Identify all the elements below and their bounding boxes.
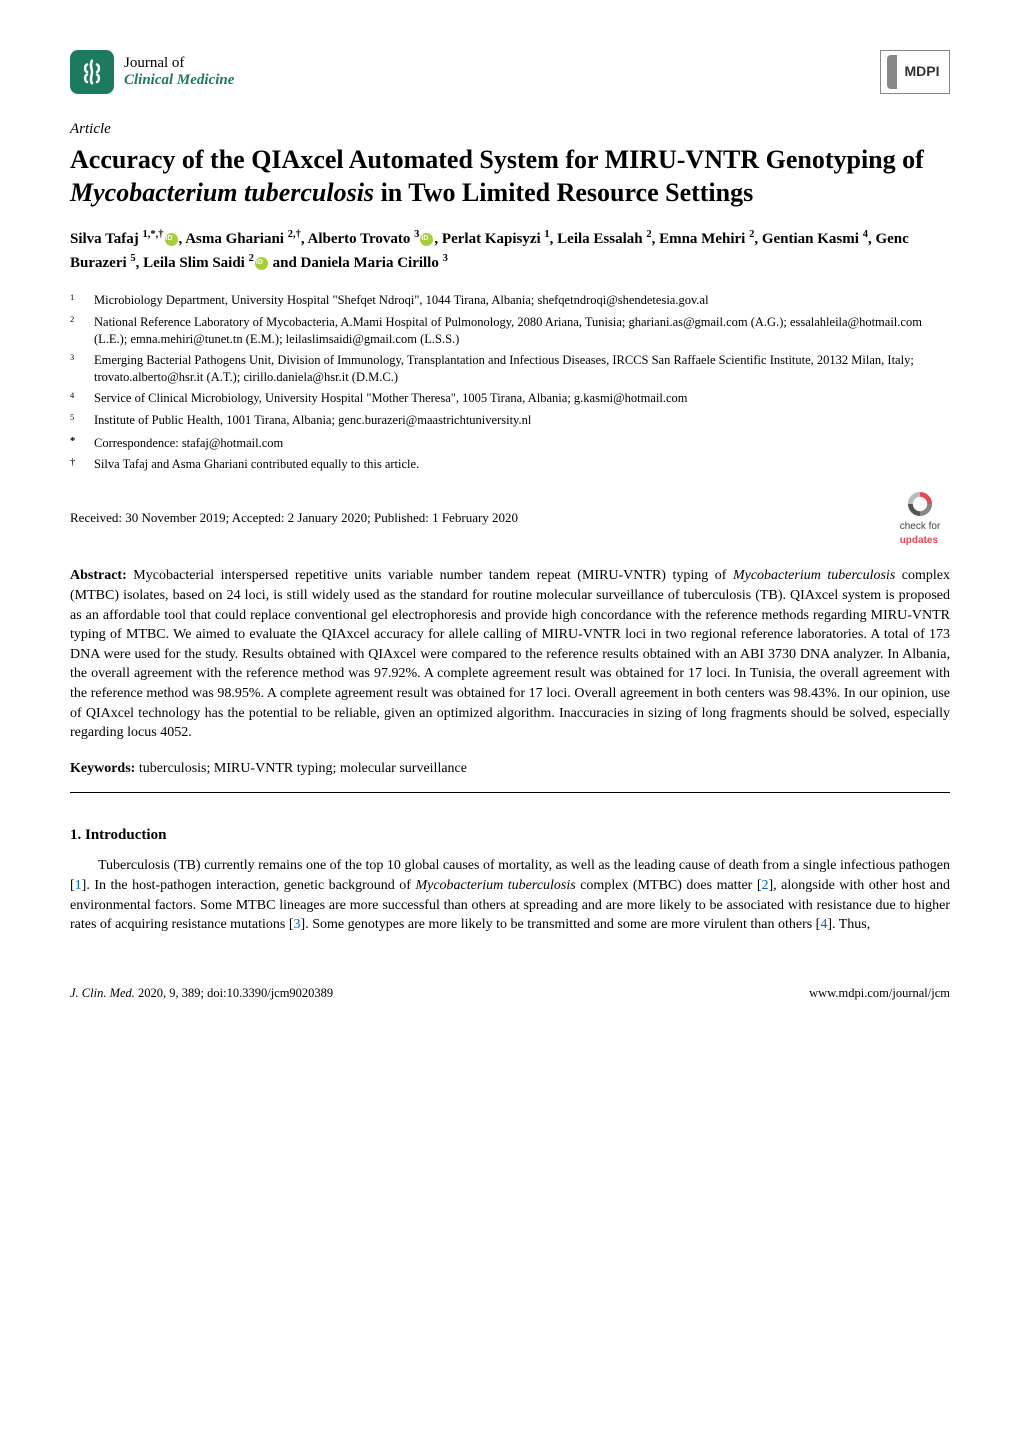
introduction-paragraph: Tuberculosis (TB) currently remains one … [70, 856, 950, 934]
title-part-1: Accuracy of the QIAxcel Automated System… [70, 145, 924, 174]
journal-icon [70, 50, 114, 94]
journal-name: Clinical Medicine [124, 72, 234, 89]
check-updates-badge[interactable]: check for updates [890, 488, 950, 548]
section-heading-introduction: 1. Introduction [70, 825, 950, 846]
title-italic-species: Mycobacterium tuberculosis [70, 178, 374, 207]
abstract-block: Abstract: Mycobacterial interspersed rep… [70, 566, 950, 742]
affiliation-text: Institute of Public Health, 1001 Tirana,… [94, 412, 950, 430]
keywords-block: Keywords: tuberculosis; MIRU-VNTR typing… [70, 759, 950, 779]
article-title: Accuracy of the QIAxcel Automated System… [70, 144, 950, 209]
abstract-text: Mycobacterial interspersed repetitive un… [70, 568, 950, 740]
affiliation-row: 2National Reference Laboratory of Mycoba… [70, 314, 950, 348]
affiliation-text: Silva Tafaj and Asma Ghariani contribute… [94, 456, 950, 473]
footer-url: www.mdpi.com/journal/jcm [809, 985, 950, 1003]
affiliation-text: Emerging Bacterial Pathogens Unit, Divis… [94, 352, 950, 386]
affiliation-marker: 2 [70, 314, 94, 348]
keywords-label: Keywords: [70, 761, 135, 776]
affiliation-row: 3Emerging Bacterial Pathogens Unit, Divi… [70, 352, 950, 386]
page-footer: J. Clin. Med. 2020, 9, 389; doi:10.3390/… [70, 985, 950, 1003]
journal-block: Journal of Clinical Medicine [70, 50, 234, 94]
affiliation-marker: † [70, 456, 94, 473]
check-line1: check for [900, 521, 941, 532]
affiliation-text: Service of Clinical Microbiology, Univer… [94, 390, 950, 408]
affiliation-row: 4Service of Clinical Microbiology, Unive… [70, 390, 950, 408]
section-divider [70, 792, 950, 793]
check-line2: updates [900, 535, 938, 546]
footer-citation-rest: 2020, 9, 389; doi:10.3390/jcm9020389 [135, 986, 333, 1000]
affiliation-marker: 1 [70, 292, 94, 310]
affiliation-marker: 5 [70, 412, 94, 430]
journal-of-label: Journal of [124, 55, 234, 72]
publisher-logo: MDPI [880, 50, 950, 94]
article-type: Article [70, 119, 950, 140]
dates-row: Received: 30 November 2019; Accepted: 2 … [70, 488, 950, 548]
check-updates-text: check for updates [900, 520, 941, 548]
affiliation-row: †Silva Tafaj and Asma Ghariani contribut… [70, 456, 950, 473]
keywords-text: tuberculosis; MIRU-VNTR typing; molecula… [139, 761, 467, 776]
affiliations-list: 1Microbiology Department, University Hos… [70, 292, 950, 472]
affiliation-text: Microbiology Department, University Hosp… [94, 292, 950, 310]
affiliation-text: Correspondence: stafaj@hotmail.com [94, 435, 950, 452]
page-header: Journal of Clinical Medicine MDPI [70, 50, 950, 94]
title-part-3: in Two Limited Resource Settings [374, 178, 753, 207]
abstract-label: Abstract: [70, 568, 127, 583]
affiliation-marker: 4 [70, 390, 94, 408]
dates-text: Received: 30 November 2019; Accepted: 2 … [70, 509, 518, 527]
journal-title-block: Journal of Clinical Medicine [124, 55, 234, 90]
affiliation-row: 1Microbiology Department, University Hos… [70, 292, 950, 310]
footer-journal-abbrev: J. Clin. Med. [70, 986, 135, 1000]
footer-citation: J. Clin. Med. 2020, 9, 389; doi:10.3390/… [70, 985, 333, 1003]
authors-content: Silva Tafaj 1,*,†, Asma Ghariani 2,†, Al… [70, 231, 909, 271]
publisher-logo-text: MDPI [905, 62, 940, 82]
authors-line: Silva Tafaj 1,*,†, Asma Ghariani 2,†, Al… [70, 227, 950, 274]
affiliation-text: National Reference Laboratory of Mycobac… [94, 314, 950, 348]
affiliation-row: *Correspondence: stafaj@hotmail.com [70, 435, 950, 452]
check-updates-icon [899, 488, 941, 520]
affiliation-marker: * [70, 435, 94, 452]
affiliation-marker: 3 [70, 352, 94, 386]
affiliation-row: 5Institute of Public Health, 1001 Tirana… [70, 412, 950, 430]
